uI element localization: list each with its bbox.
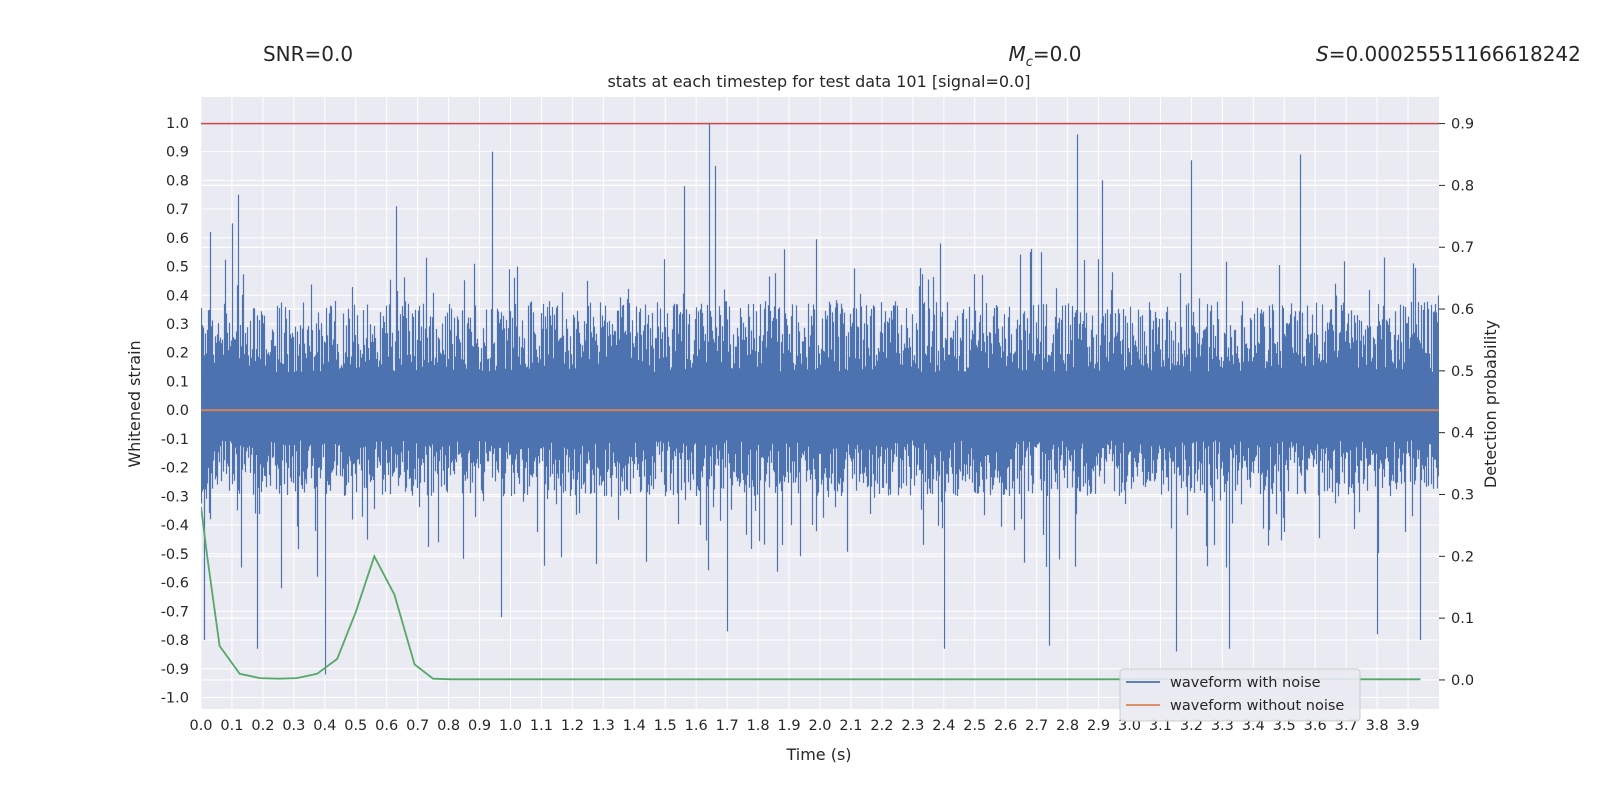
x-tick-label: 0.4 bbox=[313, 718, 336, 734]
y-tick-label: -0.3 bbox=[161, 489, 189, 505]
x-tick-label: 2.5 bbox=[963, 718, 986, 734]
x-tick-label: 2.7 bbox=[1025, 718, 1048, 734]
y-tick-label: -0.5 bbox=[161, 547, 189, 563]
y-axis-label: Whitened strain bbox=[125, 340, 144, 467]
y-tick-labels: 1.0 0.9 0.8 0.7 0.6 0.5 0.4 0.3 0.2 0.1 0.0 -0.1 -0.… bbox=[161, 116, 189, 707]
x-tick-label: 1.9 bbox=[778, 718, 801, 734]
y-tick-label: 0.0 bbox=[166, 403, 189, 419]
y-tick-label: 0.1 bbox=[166, 374, 189, 390]
x-tick-label: 0.3 bbox=[282, 718, 305, 734]
y-tick-label: -0.7 bbox=[161, 604, 189, 620]
y-tick-label: 0.5 bbox=[166, 260, 189, 276]
x-tick-label: 1.4 bbox=[623, 718, 646, 734]
x-tick-label: 1.6 bbox=[685, 718, 708, 734]
x-tick-label: 1.3 bbox=[592, 718, 615, 734]
x-tick-label: 3.9 bbox=[1397, 718, 1420, 734]
series-probability bbox=[201, 506, 1421, 681]
x-tick-label: 2.2 bbox=[870, 718, 893, 734]
y2-tick-label: 0.7 bbox=[1451, 240, 1474, 256]
x-tick-label: 1.5 bbox=[654, 718, 677, 734]
y2-tick-label: 0.5 bbox=[1451, 364, 1474, 380]
y-tick-label: -1.0 bbox=[161, 691, 189, 707]
x-tick-label: 2.0 bbox=[808, 718, 831, 734]
x-axis-label: Time (s) bbox=[785, 745, 851, 764]
x-tick-label: 3.6 bbox=[1304, 718, 1327, 734]
x-tick-label: 2.6 bbox=[994, 718, 1017, 734]
y-tick-label: 0.3 bbox=[166, 317, 189, 333]
y-tick-label: 0.8 bbox=[166, 173, 189, 189]
series-group bbox=[201, 122, 1439, 681]
x-tick-label: 0.6 bbox=[375, 718, 398, 734]
y2-axis-label: Detection probability bbox=[1481, 320, 1500, 488]
legend: waveform with noise waveform without noi… bbox=[1119, 668, 1361, 722]
x-tick-label: 0.8 bbox=[437, 718, 460, 734]
y-tick-label: -0.1 bbox=[161, 432, 189, 448]
x-tick-label: 1.7 bbox=[716, 718, 739, 734]
snr-label: SNR=0.0 bbox=[263, 42, 353, 66]
x-tick-label: 2.3 bbox=[901, 718, 924, 734]
y-tick-label: 0.4 bbox=[166, 288, 189, 304]
x-tick-label: 0.2 bbox=[251, 718, 274, 734]
y-tick-label: -0.2 bbox=[161, 461, 189, 477]
x-tick-label: 3.0 bbox=[1118, 718, 1141, 734]
x-tick-label: 3.8 bbox=[1366, 718, 1389, 734]
x-tick-label: 1.2 bbox=[561, 718, 584, 734]
y2-tick-label: 0.0 bbox=[1451, 673, 1474, 689]
y-tick-label: 1.0 bbox=[166, 116, 189, 132]
x-tick-label: 3.4 bbox=[1242, 718, 1265, 734]
y2-tick-label: 0.4 bbox=[1451, 426, 1474, 442]
legend-label-clean: waveform without noise bbox=[1170, 698, 1344, 714]
x-tick-label: 2.1 bbox=[839, 718, 862, 734]
x-tick-label: 2.9 bbox=[1087, 718, 1110, 734]
y2-tick-label: 0.2 bbox=[1451, 549, 1474, 565]
x-tick-label: 2.8 bbox=[1056, 718, 1079, 734]
y2-tick-label: 0.9 bbox=[1451, 117, 1474, 133]
x-tick-labels: 0.0 0.1 0.2 0.3 0.4 0.5 0.6 0.7 0.8 0.9 1.0 1.1 1.2 1… bbox=[189, 718, 1419, 734]
y2-tick-label: 0.6 bbox=[1451, 302, 1474, 318]
y-tick-label: 0.2 bbox=[166, 346, 189, 362]
y2-tick-label: 0.3 bbox=[1451, 487, 1474, 503]
y2-tick-label: 0.1 bbox=[1451, 611, 1474, 627]
y2-tick-label: 0.8 bbox=[1451, 178, 1474, 194]
x-tick-label: 3.5 bbox=[1273, 718, 1296, 734]
y-tick-label: -0.4 bbox=[161, 518, 189, 534]
y-tick-label: -0.9 bbox=[161, 662, 189, 678]
chart-title: stats at each timestep for test data 101… bbox=[607, 72, 1030, 91]
legend-box bbox=[1119, 668, 1361, 722]
x-tick-label: 3.3 bbox=[1211, 718, 1234, 734]
x-tick-label: 0.5 bbox=[344, 718, 367, 734]
snr-s-label: S=0.00025551166618242 bbox=[1316, 42, 1581, 66]
y-tick-label: 0.7 bbox=[166, 202, 189, 218]
chirp-mass-label: Mc=0.0 bbox=[1009, 42, 1082, 70]
y-tick-label: 0.6 bbox=[166, 231, 189, 247]
x-tick-label: 0.9 bbox=[468, 718, 491, 734]
legend-label-noisy: waveform with noise bbox=[1170, 675, 1321, 691]
x-tick-label: 3.1 bbox=[1149, 718, 1172, 734]
x-tick-label: 1.0 bbox=[499, 718, 522, 734]
x-tick-label: 3.2 bbox=[1180, 718, 1203, 734]
x-tick-label: 0.1 bbox=[220, 718, 243, 734]
y2-tick-labels: 0.9 0.8 0.7 0.6 0.5 0.4 0.3 0.2 0.1 0.0 bbox=[1439, 117, 1474, 689]
y-tick-label: -0.6 bbox=[161, 576, 189, 592]
y-tick-label: -0.8 bbox=[161, 633, 189, 649]
x-tick-label: 3.7 bbox=[1335, 718, 1358, 734]
x-tick-label: 1.8 bbox=[747, 718, 770, 734]
x-tick-label: 2.4 bbox=[932, 718, 955, 734]
x-tick-label: 1.1 bbox=[530, 718, 553, 734]
x-tick-label: 0.7 bbox=[406, 718, 429, 734]
y-tick-label: 0.9 bbox=[166, 145, 189, 161]
x-tick-label: 0.0 bbox=[189, 718, 212, 734]
